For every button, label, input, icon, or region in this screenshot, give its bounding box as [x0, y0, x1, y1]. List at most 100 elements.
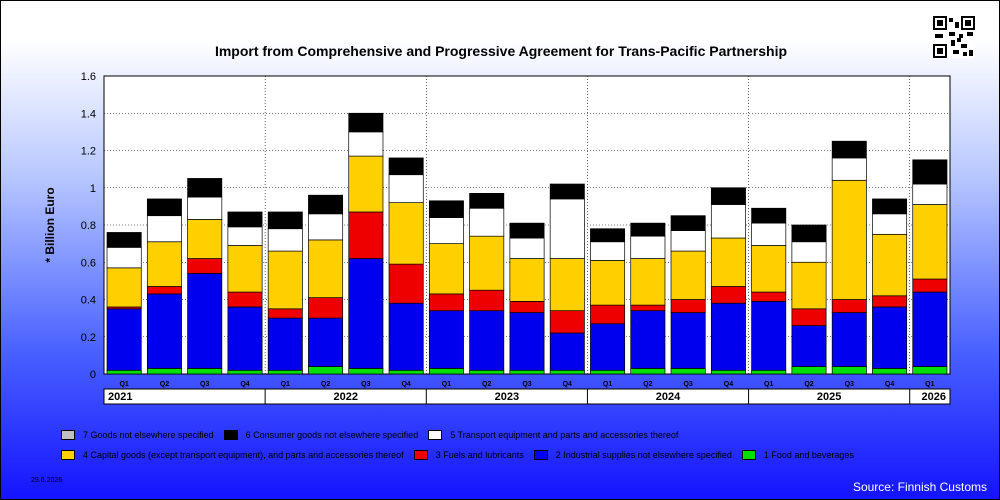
bar-segment [872, 233, 908, 297]
bar-segment [227, 211, 263, 228]
year-label: 2026 [922, 391, 946, 403]
x-tick-label: Q2 [804, 381, 813, 388]
bar-segment [308, 317, 344, 367]
bar-segment [469, 310, 505, 371]
bar-segment [348, 258, 384, 369]
bar-segment [146, 293, 182, 369]
bar-segment [146, 198, 182, 217]
bar-segment [549, 198, 585, 259]
bar-segment [308, 213, 344, 241]
bar-segment [227, 226, 263, 246]
bar-segment [751, 369, 787, 375]
bar-segment [428, 200, 464, 218]
bar-segment [267, 308, 303, 319]
bar-segment [791, 308, 827, 326]
plot-area: 0 0.2 0.4 0.6 0.8 1 1.2 1.4 1.6 * Billion Euro Q1 Q… [43, 71, 951, 405]
bar-segment [670, 299, 706, 313]
legend-item: 2 Industrial supplies not elsewhere spec… [533, 449, 732, 460]
x-tick-label: Q1 [603, 381, 612, 388]
bar-segment [428, 243, 464, 295]
bar-segment [670, 215, 706, 231]
x-tick-label: Q2 [321, 381, 330, 388]
x-tick-label: Q3 [200, 381, 209, 388]
bar-segment [348, 131, 384, 157]
bar-segment [630, 222, 666, 237]
bar-segment [146, 368, 182, 375]
x-tick-label: Q3 [683, 381, 692, 388]
bar-segment [710, 237, 746, 287]
bar-segment [590, 260, 626, 306]
bar-segment [146, 241, 182, 287]
legend-swatch [61, 449, 75, 460]
bar-segment [670, 368, 706, 375]
bar-segment [630, 235, 666, 259]
bar-segment [106, 232, 142, 248]
x-tick-label: Q2 [160, 381, 169, 388]
bar-segment [912, 278, 948, 293]
bar-segment [710, 286, 746, 304]
bar-segment [428, 310, 464, 369]
bar-segment [872, 213, 908, 235]
qr-code-icon[interactable] [933, 16, 975, 58]
bar-segment [267, 250, 303, 310]
publish-date: 29.6.2026 [31, 477, 63, 484]
bar-segment [388, 157, 424, 176]
bar-segment [872, 295, 908, 308]
year-label: 2024 [656, 391, 681, 403]
bar-segment [831, 140, 867, 159]
bar-segment [187, 219, 223, 259]
bar-segment [831, 157, 867, 181]
y-tick-label: 0.6 [81, 257, 96, 269]
bar-segment [751, 301, 787, 371]
bar-segment [187, 368, 223, 375]
x-tick-label: Q3 [845, 381, 854, 388]
bar-segment [469, 369, 505, 375]
bar-segment [469, 235, 505, 291]
bar-segment [267, 211, 303, 230]
bar-segment [267, 228, 303, 252]
legend-row: 4 Capital goods (except transport equipm… [61, 447, 941, 462]
bar-segment [912, 291, 948, 367]
legend-label: 3 Fuels and lubricants [435, 449, 524, 460]
bar-segment [428, 368, 464, 375]
legend-swatch [413, 449, 428, 460]
y-tick-label: 1.6 [81, 71, 96, 83]
legend-item: 6 Consumer goods not elsewhere specified [223, 429, 418, 440]
bar-segment [227, 291, 263, 308]
bar-segment [670, 250, 706, 300]
bar-segment [187, 196, 223, 220]
bar-segment [549, 258, 585, 312]
bar-segment [227, 306, 263, 371]
bar-segment [710, 369, 746, 375]
bar-segment [791, 325, 827, 367]
bar-segment [388, 174, 424, 203]
bar-segment [549, 183, 585, 200]
legend-label: 2 Industrial supplies not elsewhere spec… [555, 449, 732, 460]
bar-segment [831, 299, 867, 313]
bar-segment [509, 222, 545, 239]
legend-label: 5 Transport equipment and parts and acce… [450, 429, 679, 440]
bar-segment [308, 194, 344, 215]
y-tick-label: 0 [90, 369, 96, 381]
x-tick-label: Q1 [925, 381, 934, 388]
bar-segment [590, 304, 626, 325]
x-tick-label: Q1 [764, 381, 773, 388]
bar-segment [549, 332, 585, 371]
bar-segment [146, 286, 182, 295]
bar-segment [267, 369, 303, 375]
bar-segment [630, 258, 666, 306]
legend-item: 7 Goods not elsewhere specified [61, 429, 214, 440]
bar-segment [751, 207, 787, 224]
bar-segment [791, 366, 827, 375]
bar-segment [509, 258, 545, 302]
year-label: 2021 [108, 391, 132, 403]
bar-segment [348, 112, 384, 133]
legend-label: 4 Capital goods (except transport equipm… [83, 449, 404, 460]
year-label: 2022 [333, 391, 357, 403]
bar-segment [308, 297, 344, 319]
y-tick-label: 1 [90, 183, 96, 195]
bar-segment [630, 368, 666, 375]
bar-segment [267, 317, 303, 371]
chart-title: Import from Comprehensive and Progressiv… [215, 43, 787, 59]
